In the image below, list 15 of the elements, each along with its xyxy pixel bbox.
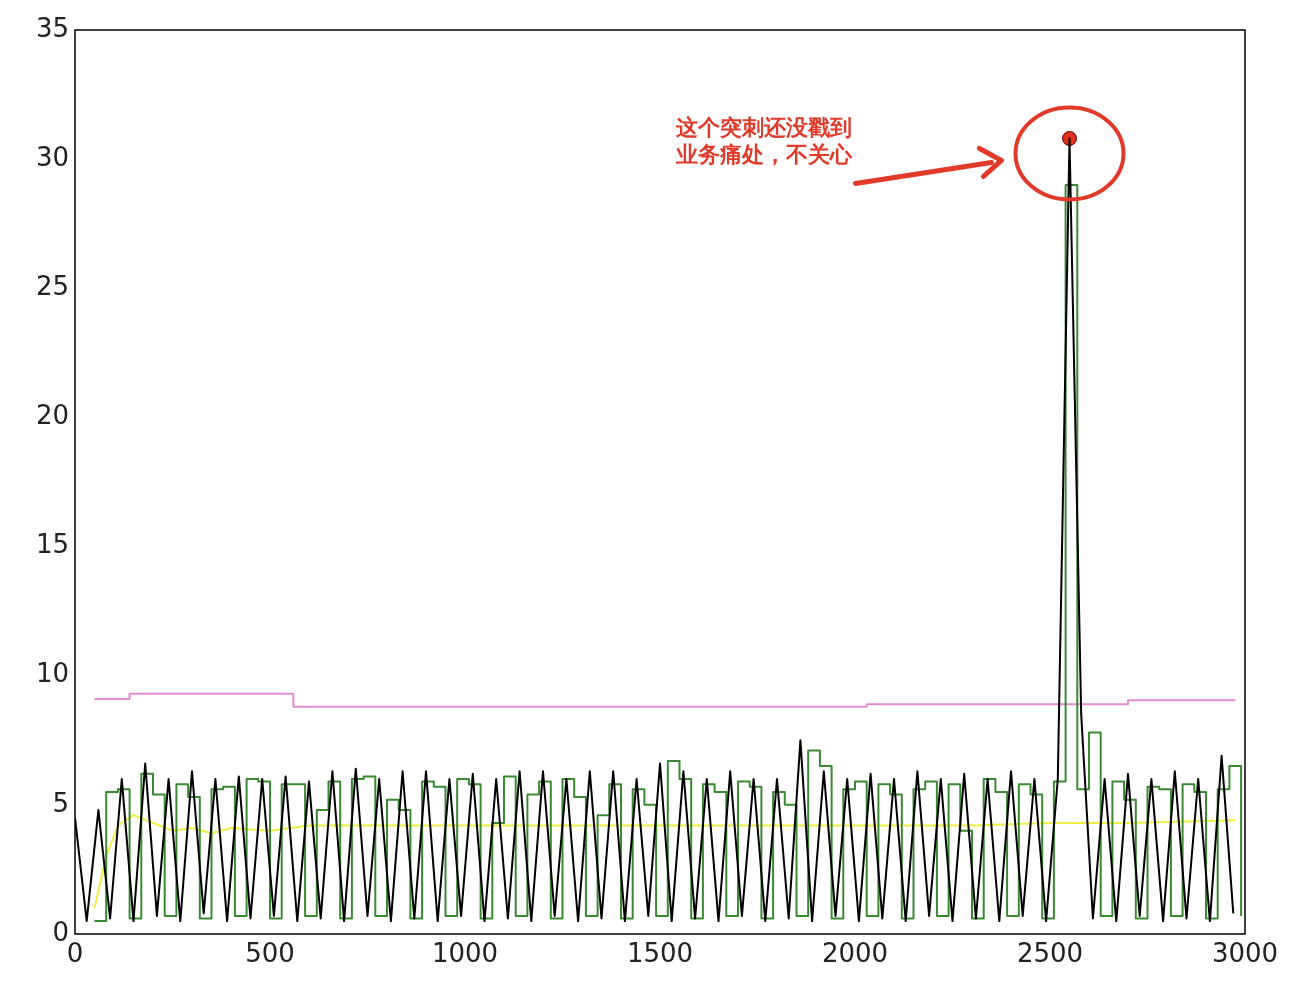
x-tick-label: 1500 [626, 938, 694, 969]
y-tick-label: 30 [35, 141, 69, 172]
y-tick-label: 20 [35, 400, 69, 431]
annotation: 这个突刺还没戳到业务痛处，不关心 [674, 114, 853, 167]
y-tick-label: 15 [35, 529, 69, 560]
y-tick-label: 5 [52, 787, 69, 818]
x-tick-label: 3000 [1211, 938, 1279, 969]
x-tick-label: 2000 [821, 938, 889, 969]
x-tick-label: 1000 [431, 938, 499, 969]
x-tick-label: 2500 [1016, 938, 1084, 969]
y-tick-label: 0 [52, 916, 69, 947]
y-tick-label: 25 [35, 271, 69, 302]
y-tick-label: 35 [35, 12, 69, 43]
x-tick-label: 500 [245, 938, 295, 969]
y-tick-label: 10 [35, 658, 69, 689]
